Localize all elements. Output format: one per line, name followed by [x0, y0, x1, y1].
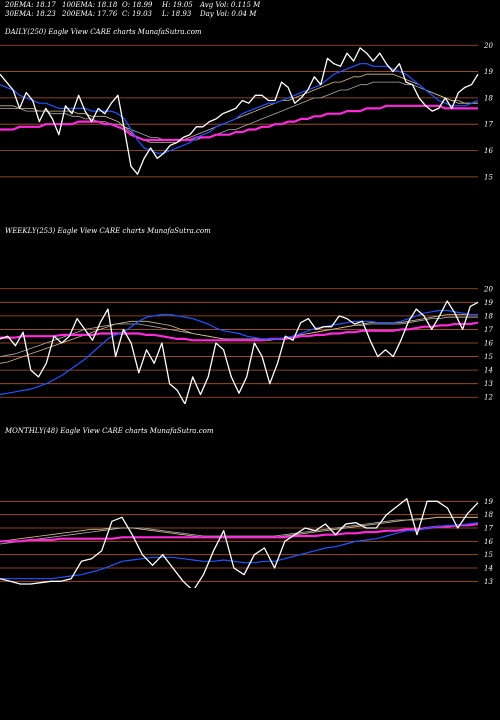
daily-ema-slow-line — [0, 81, 478, 141]
ema200-stat: 200EMA: 17.76 — [62, 10, 118, 18]
daily-chart: 20 19 18 17 16 15 — [0, 42, 493, 181]
ema100-stat: 100EMA: 18.18 — [62, 1, 118, 9]
weekly-y-tick-label: 17 — [484, 326, 493, 334]
daily-price-line — [0, 47, 479, 175]
monthly-y-tick-label: 16 — [484, 538, 493, 546]
weekly-price-line — [0, 300, 479, 404]
daily-y-tick-label: 15 — [484, 173, 493, 181]
daily-y-tick-label: 16 — [484, 147, 493, 155]
ema30-stat: 30EMA: 18.23 — [5, 10, 56, 18]
daily-ema-fast-line — [0, 63, 479, 154]
ema20-stat: 20EMA: 18.17 — [5, 1, 56, 9]
open-stat: O: 18.99 — [122, 1, 153, 9]
avg-vol-stat: Avg Vol: 0.115 M — [200, 1, 261, 9]
close-stat: C: 19.03 — [122, 10, 152, 18]
weekly-ema-slow-line — [0, 316, 478, 357]
monthly-y-tick-label: 13 — [484, 578, 493, 586]
day-vol-stat: Day Vol: 0.04 M — [200, 10, 257, 18]
weekly-y-tick-label: 19 — [484, 299, 493, 307]
monthly-y-tick-label: 14 — [484, 565, 493, 573]
daily-y-tick-label: 20 — [483, 42, 493, 50]
weekly-chart-title: WEEKLY(253) Eagle View CARE charts Munaf… — [5, 227, 211, 235]
monthly-ema-fast-line — [0, 522, 479, 580]
low-stat: L: 18.93 — [162, 10, 192, 18]
daily-y-tick-label: 17 — [484, 121, 493, 129]
weekly-ema-fast-line — [0, 309, 478, 396]
monthly-price-line — [0, 498, 479, 588]
monthly-y-tick-label: 19 — [484, 498, 493, 506]
weekly-y-tick-label: 12 — [484, 394, 493, 402]
weekly-y-tick-label: 20 — [483, 285, 493, 293]
weekly-y-tick-label: 16 — [484, 340, 493, 348]
daily-y-tick-label: 19 — [484, 68, 493, 76]
monthly-y-tick-label: 18 — [484, 511, 493, 519]
daily-y-tick-label: 18 — [484, 94, 493, 102]
monthly-chart: 19 18 17 16 15 14 13 — [0, 498, 493, 588]
high-stat: H: 19.05 — [162, 1, 193, 9]
stats-header: 20EMA: 18.17 100EMA: 18.18 O: 18.99 H: 1… — [0, 0, 500, 20]
monthly-y-tick-label: 17 — [484, 525, 493, 533]
monthly-y-tick-label: 15 — [484, 551, 493, 559]
monthly-ema-slow-line — [0, 516, 478, 545]
weekly-y-tick-label: 13 — [484, 380, 493, 388]
monthly-sma-line — [0, 522, 479, 543]
weekly-chart: 20 19 18 17 16 15 14 13 12 — [0, 285, 493, 404]
monthly-chart-title: MONTHLY(48) Eagle View CARE charts Munaf… — [5, 427, 214, 435]
weekly-y-tick-label: 18 — [484, 312, 493, 320]
weekly-y-tick-label: 15 — [484, 353, 493, 361]
daily-ema-mid-line — [0, 73, 478, 143]
weekly-sma-line — [0, 321, 479, 342]
daily-sma-line — [0, 104, 478, 142]
daily-chart-title: DAILY(250) Eagle View CARE charts Munafa… — [5, 28, 202, 36]
weekly-y-tick-label: 14 — [484, 367, 493, 375]
